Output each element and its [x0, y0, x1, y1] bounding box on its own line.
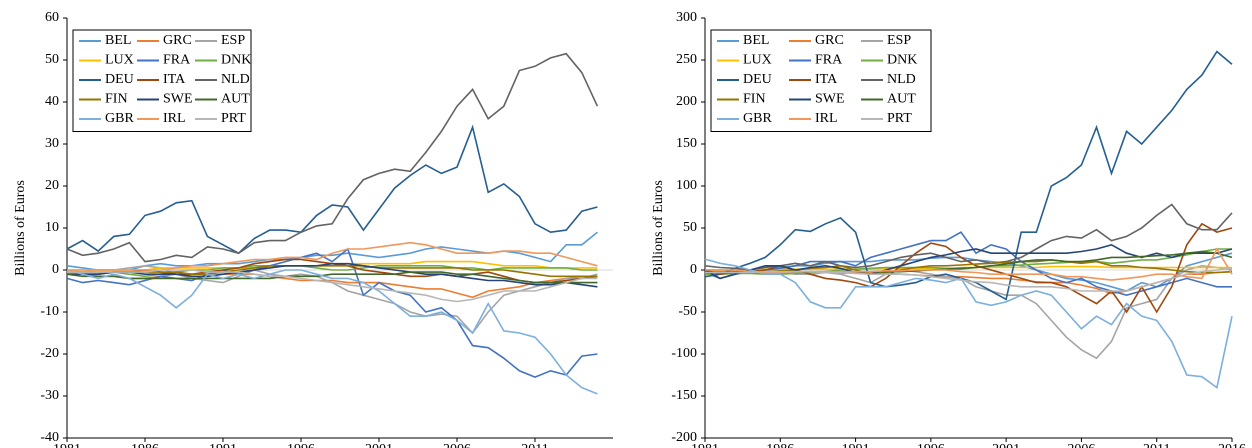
x-tick-label: 2006 — [1067, 442, 1095, 448]
y-tick-label: 50 — [45, 52, 59, 67]
x-tick-label: 2001 — [365, 442, 393, 448]
x-tick-label: 1991 — [842, 442, 870, 448]
legend-label: PRT — [221, 111, 246, 126]
y-axis-title: Billions of Euros — [651, 180, 666, 276]
y-tick-label: -30 — [40, 388, 59, 403]
y-tick-label: -100 — [671, 346, 697, 361]
legend-label: FRA — [163, 53, 191, 68]
legend-label: DEU — [105, 72, 134, 87]
series-line — [67, 262, 598, 288]
x-tick-label: 1996 — [287, 442, 315, 448]
legend-label: GBR — [105, 111, 134, 126]
y-tick-label: -200 — [671, 430, 697, 445]
series-line — [705, 264, 1233, 360]
x-tick-label: 2006 — [443, 442, 471, 448]
y-tick-label: 300 — [676, 10, 697, 25]
y-tick-label: -10 — [40, 304, 59, 319]
legend-label: FIN — [743, 92, 766, 107]
y-tick-label: -50 — [678, 304, 697, 319]
y-tick-label: 250 — [676, 52, 697, 67]
legend-label: SWE — [163, 92, 193, 107]
x-tick-label: 1986 — [131, 442, 159, 448]
series-line — [66, 269, 598, 395]
x-tick-label: 2011 — [1143, 442, 1170, 448]
y-tick-label: -40 — [40, 430, 59, 445]
x-tick-label: 2001 — [992, 442, 1020, 448]
legend-label: NLD — [887, 72, 916, 87]
legend-label: GRC — [815, 33, 844, 48]
legend-label: ESP — [221, 33, 245, 48]
legend-label: BEL — [743, 33, 769, 48]
legend-label: LUX — [743, 53, 772, 68]
x-tick-label: 2011 — [521, 442, 548, 448]
legend-label: PRT — [887, 111, 912, 126]
series-line — [704, 258, 1233, 389]
series-line — [67, 269, 598, 303]
legend-label: DNK — [887, 53, 917, 68]
x-tick-label: 1981 — [53, 442, 81, 448]
y-tick-label: -20 — [40, 346, 59, 361]
y-tick-label: 0 — [52, 262, 59, 277]
series-line — [66, 124, 598, 255]
series-line — [66, 271, 598, 284]
y-tick-label: 0 — [690, 262, 697, 277]
x-tick-label: 1986 — [766, 442, 794, 448]
x-tick-label: 1981 — [691, 442, 719, 448]
legend-label: DNK — [221, 53, 251, 68]
legend-label: ESP — [887, 33, 911, 48]
legend-label: FRA — [815, 53, 843, 68]
x-tick-label: 2016 — [1218, 442, 1246, 448]
legend-label: SWE — [815, 92, 845, 107]
y-axis-title: Billions of Euros — [13, 180, 28, 276]
legend-label: DEU — [743, 72, 772, 87]
y-tick-label: 100 — [676, 178, 697, 193]
legend-label: AUT — [221, 92, 250, 107]
series-line — [705, 259, 1233, 276]
series-line — [704, 203, 1233, 271]
y-tick-label: 20 — [45, 178, 59, 193]
legend-label: BEL — [105, 33, 131, 48]
series-line — [67, 265, 598, 278]
legend-label: LUX — [105, 53, 134, 68]
legend-label: FIN — [105, 92, 128, 107]
legend-box — [710, 29, 932, 132]
y-tick-label: 50 — [683, 220, 697, 235]
x-tick-label: 1996 — [917, 442, 945, 448]
legend-label: ITA — [815, 72, 838, 87]
legend-label: GRC — [163, 33, 192, 48]
legend-label: IRL — [815, 111, 838, 126]
legend-label: GBR — [743, 111, 772, 126]
y-tick-label: 200 — [676, 94, 697, 109]
series-line — [66, 52, 599, 263]
legend-box — [72, 29, 252, 132]
y-tick-label: 60 — [45, 10, 59, 25]
y-tick-label: 10 — [45, 220, 59, 235]
legend-label: IRL — [163, 111, 186, 126]
x-tick-label: 1991 — [209, 442, 237, 448]
y-tick-label: 30 — [45, 136, 59, 151]
y-tick-label: 150 — [676, 136, 697, 151]
legend-label: AUT — [887, 92, 916, 107]
y-tick-label: 40 — [45, 94, 59, 109]
series-line — [705, 267, 1233, 292]
y-tick-label: -150 — [671, 388, 697, 403]
legend-label: ITA — [163, 72, 186, 87]
legend-label: NLD — [221, 72, 250, 87]
